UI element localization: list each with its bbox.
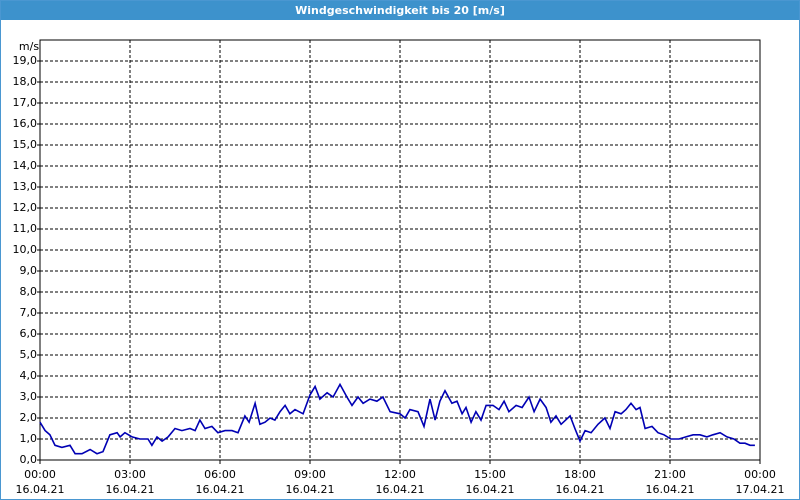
x-tick-date: 16.04.21 [106, 483, 155, 496]
y-tick-label: 2,0 [20, 411, 38, 424]
y-tick-label: 10,0 [13, 243, 38, 256]
y-tick-label: 19,0 [13, 54, 38, 67]
y-tick-label: 17,0 [13, 96, 38, 109]
y-tick-label: 9,0 [20, 264, 38, 277]
y-tick-label: 15,0 [13, 138, 38, 151]
x-tick-label: 12:00 [384, 468, 416, 481]
x-tick-label: 00:00 [744, 468, 776, 481]
y-tick-label: 1,0 [20, 432, 38, 445]
x-tick-date: 16.04.21 [16, 483, 65, 496]
y-tick-label: 14,0 [13, 159, 38, 172]
y-tick-label: 11,0 [13, 222, 38, 235]
x-tick-date: 16.04.21 [466, 483, 515, 496]
y-tick-label: 8,0 [20, 285, 38, 298]
y-tick-label: 7,0 [20, 306, 38, 319]
x-tick-label: 00:00 [24, 468, 56, 481]
y-tick-label: 0,0 [20, 453, 38, 466]
x-tick-date: 16.04.21 [286, 483, 335, 496]
x-tick-date: 17.04.21 [736, 483, 785, 496]
y-tick-label: 16,0 [13, 117, 38, 130]
chart: m/s 0,0 1,0 2,0 3,0 4,0 5,0 6,0 7,0 8,0 9,0 10,0 11… [13, 39, 785, 496]
x-tick-date: 16.04.21 [376, 483, 425, 496]
x-tick-label: 09:00 [294, 468, 326, 481]
x-tick-label: 18:00 [564, 468, 596, 481]
x-tick-label: 06:00 [204, 468, 236, 481]
y-tick-label: 4,0 [20, 369, 38, 382]
y-unit: m/s [19, 40, 39, 53]
title-bar: Windgeschwindigkeit bis 20 [m/s] [1, 1, 799, 20]
x-tick-label: 03:00 [114, 468, 146, 481]
y-tick-label: 18,0 [13, 75, 38, 88]
y-tick-label: 13,0 [13, 180, 38, 193]
data-line [39, 382, 755, 455]
x-tick-date: 16.04.21 [196, 483, 245, 496]
x-tick-date: 16.04.21 [646, 483, 695, 496]
y-tick-label: 6,0 [20, 327, 38, 340]
y-tick-label: 12,0 [13, 201, 38, 214]
x-tick-date: 16.04.21 [556, 483, 605, 496]
y-tick-label: 5,0 [20, 348, 38, 361]
x-tick-label: 21:00 [654, 468, 686, 481]
x-tick-label: 15:00 [474, 468, 506, 481]
y-tick-label: 3,0 [20, 390, 38, 403]
